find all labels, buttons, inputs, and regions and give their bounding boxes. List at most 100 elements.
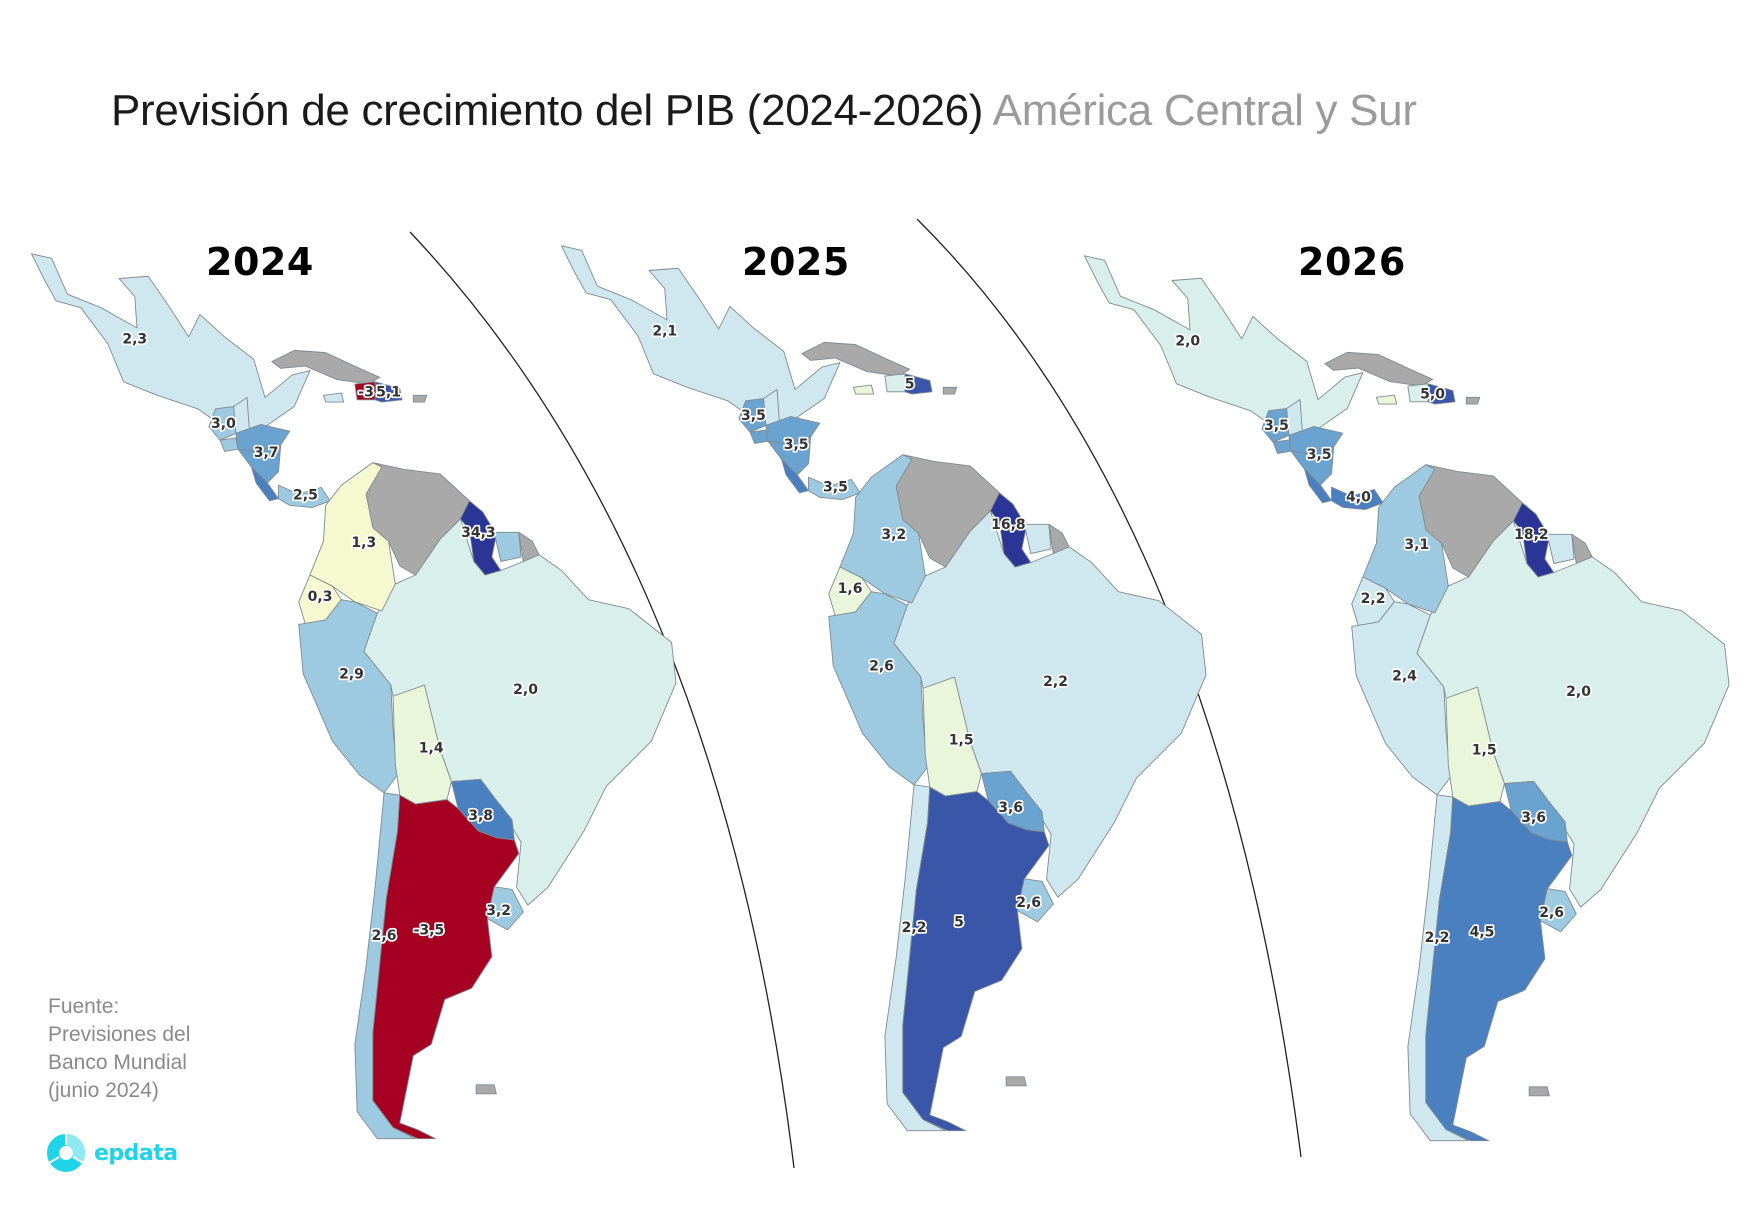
country-french-guiana (1571, 533, 1593, 564)
country-falklands (1528, 1086, 1550, 1097)
value-label-guyana: 16,8 (991, 517, 1026, 533)
country-mexico (30, 253, 311, 434)
value-label-guyana: 18,2 (1514, 527, 1549, 543)
epdata-logo: epdata (46, 1133, 178, 1173)
value-label-colombia: 3,2 (881, 527, 906, 543)
value-label-argentina: 5 (954, 914, 964, 930)
country-cuba (801, 341, 911, 377)
country-falklands (1005, 1076, 1027, 1087)
value-label-colombia: 1,3 (351, 535, 376, 551)
value-label-bolivia: 1,5 (949, 732, 974, 748)
value-label-uruguay: 2,6 (1016, 895, 1041, 911)
country-panama (1331, 486, 1384, 511)
value-label-bolivia: 1,4 (419, 740, 444, 756)
value-label-paraguay: 3,6 (998, 800, 1023, 816)
value-label-panama: 4,0 (1346, 490, 1371, 506)
country-argentina (1425, 796, 1573, 1142)
value-label-colombia: 3,1 (1404, 537, 1429, 553)
country-peru (828, 591, 928, 786)
country-suriname (1023, 523, 1052, 554)
country-costa-rica (781, 458, 809, 494)
value-label-bolivia: 1,5 (1472, 742, 1497, 758)
source-line: Fuente: (48, 995, 120, 1018)
country-french-guiana (1048, 523, 1070, 554)
country-puerto-rico (942, 386, 958, 395)
country-mexico (1083, 255, 1364, 436)
value-label-chile: 2,2 (902, 920, 927, 936)
value-label-brazil: 2,0 (1566, 684, 1591, 700)
country-puerto-rico (412, 394, 428, 403)
value-label-honduras-nicaragua: 3,7 (254, 445, 279, 461)
value-label-brazil: 2,0 (513, 682, 538, 698)
value-label-paraguay: 3,8 (468, 808, 493, 824)
map-2026: 2,0 3,5 3,5 4,0 5,0 3,1 2,2 2,4 18,2 2,0 1,5 3,6 2,6… (1083, 255, 1730, 1142)
value-label-chile: 2,6 (372, 928, 397, 944)
title-region: América Central y Sur (992, 86, 1417, 135)
country-guatemala (738, 398, 767, 433)
year-label-2026: 2026 (1298, 240, 1406, 284)
country-dominican-republic (904, 373, 933, 395)
value-label-guatemala-region: 3,5 (1264, 418, 1289, 434)
value-label-chile: 2,2 (1425, 930, 1450, 946)
country-colombia (839, 454, 926, 604)
title-main: Previsión de crecimiento del PIB (2024-2… (111, 86, 984, 135)
source-note: Fuente: Previsiones del Banco Mundial (j… (48, 993, 190, 1105)
country-panama (808, 476, 861, 501)
country-dominican-republic (1427, 383, 1456, 405)
value-label-guyana: 34,3 (461, 525, 496, 541)
country-guatemala (1261, 408, 1290, 443)
value-label-mexico: 2,1 (652, 324, 677, 340)
value-label-argentina: 4,5 (1470, 924, 1495, 940)
map-2024: 2,3 3,0 3,7 2,5 -3 5,1 1,3 0,3 2,9 34,3 2,0 1,4 3,8 3… (30, 253, 677, 1140)
source-line: (junio 2024) (48, 1079, 159, 1102)
country-jamaica (1375, 394, 1398, 405)
country-haiti (884, 373, 906, 393)
value-label-honduras-nicaragua: 3,5 (784, 437, 809, 453)
value-label-dominican-republic: 5,0 (1420, 386, 1445, 402)
year-label-2024: 2024 (206, 240, 314, 284)
value-label-guatemala-region: 3,0 (211, 416, 236, 432)
year-label-2025: 2025 (742, 240, 850, 284)
country-costa-rica (1304, 468, 1332, 504)
country-jamaica (322, 392, 345, 403)
chart-title: Previsión de crecimiento del PIB (2024-2… (111, 86, 1417, 136)
value-label-peru: 2,4 (1392, 668, 1417, 684)
value-label-mexico: 2,0 (1175, 334, 1200, 350)
value-label-ecuador: 1,6 (838, 581, 863, 597)
country-dominican-republic (374, 381, 403, 403)
value-label-ecuador: 0,3 (308, 589, 333, 605)
country-el-salvador (749, 429, 769, 444)
separator-arc-1 (409, 231, 795, 1169)
country-colombia (309, 462, 396, 612)
country-peru (1351, 601, 1451, 796)
country-argentina (902, 786, 1050, 1132)
country-puerto-rico (1465, 396, 1481, 405)
value-label-dominican-republic: 5 (905, 376, 915, 392)
country-falklands (475, 1084, 497, 1095)
country-colombia (1362, 464, 1449, 614)
source-line: Previsiones del (48, 1023, 191, 1046)
value-label-brazil: 2,2 (1043, 674, 1068, 690)
value-label-paraguay: 3,6 (1521, 810, 1546, 826)
value-label-dominican-republic: 5,1 (376, 384, 401, 400)
country-cuba (1324, 351, 1434, 387)
value-label-panama: 3,5 (823, 480, 848, 496)
value-label-ecuador: 2,2 (1361, 591, 1386, 607)
value-label-haiti: -3 (358, 384, 374, 400)
country-argentina (372, 794, 520, 1140)
country-guyana (459, 500, 502, 576)
source-line: Banco Mundial (48, 1051, 187, 1074)
country-peru (298, 599, 398, 794)
map-2025: 2,1 3,5 3,5 3,5 5 3,2 1,6 2,6 16,8 2,2 1,5 3,6 2,6 2,… (560, 245, 1207, 1132)
country-french-guiana (518, 531, 540, 562)
value-label-panama: 2,5 (293, 488, 318, 504)
value-label-uruguay: 2,6 (1539, 905, 1564, 921)
value-label-guatemala-region: 3,5 (741, 408, 766, 424)
country-mexico (560, 245, 841, 426)
value-label-uruguay: 3,2 (486, 903, 511, 919)
value-label-peru: 2,9 (339, 666, 364, 682)
country-guatemala (208, 406, 237, 441)
value-label-honduras-nicaragua: 3,5 (1307, 447, 1332, 463)
logo-text: epdata (94, 1140, 178, 1166)
